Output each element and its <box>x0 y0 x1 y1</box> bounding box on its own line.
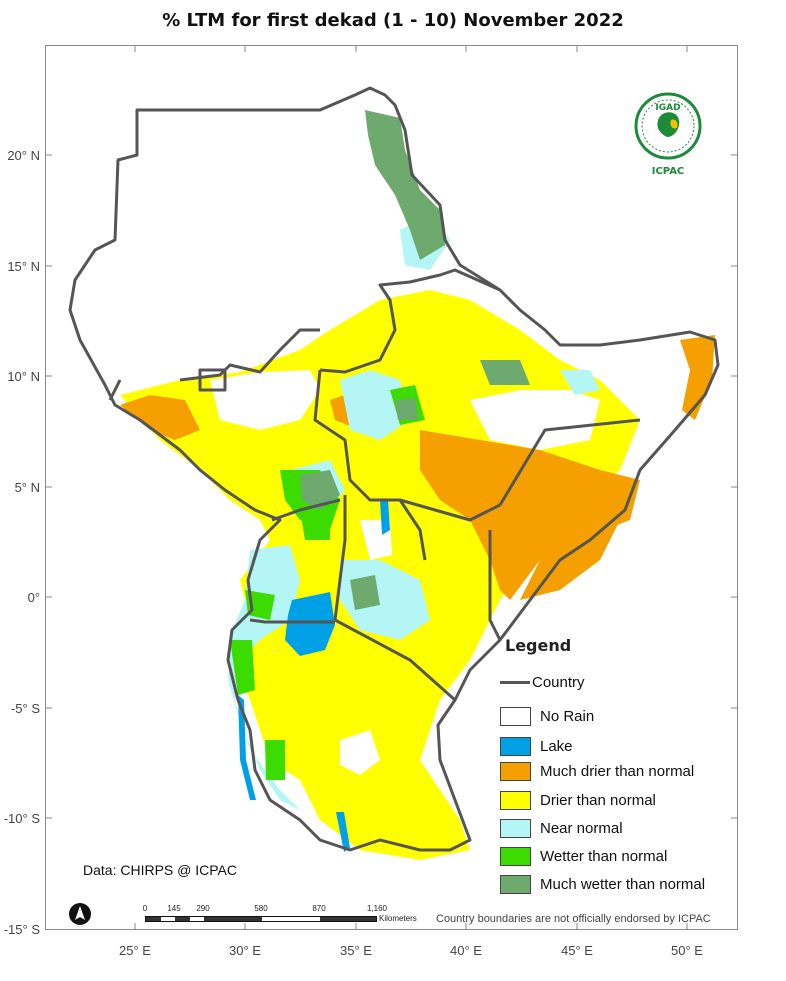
legend-item-much-wetter: Much wetter than normal <box>500 874 705 894</box>
lat-label-15s: -15° S <box>3 922 40 937</box>
scale-tick: 290 <box>196 904 210 913</box>
legend-label: Lake <box>540 737 573 755</box>
legend-country-label: Country <box>532 673 585 691</box>
scale-tick: 870 <box>312 904 326 913</box>
frame-ticks <box>45 45 738 930</box>
lake-area <box>238 500 390 852</box>
scale-tick: 0 <box>142 904 148 913</box>
north-arrow-icon <box>69 903 91 925</box>
data-credit: Data: CHIRPS @ ICPAC <box>83 862 237 878</box>
lat-label-0: 0° <box>27 590 40 605</box>
lat-label-10s: -10° S <box>3 811 40 826</box>
legend-item-drier: Drier than normal <box>500 790 656 810</box>
country-line-swatch <box>500 680 530 684</box>
legend-item-near-normal: Near normal <box>500 818 623 838</box>
lat-label-5s: -5° S <box>10 701 40 716</box>
legend-label: Much wetter than normal <box>540 875 706 893</box>
scale-bar-segments <box>145 916 377 922</box>
legend-item-much-drier: Much drier than normal <box>500 761 694 781</box>
legend-label: Wetter than normal <box>540 847 668 865</box>
legend-label: No Rain <box>540 707 595 725</box>
much-wetter-area <box>300 110 530 610</box>
lon-label-40e: 40° E <box>450 943 482 958</box>
scale-unit: Kilometers <box>379 914 417 923</box>
lat-label-15n: 15° N <box>7 259 40 274</box>
legend-item-wetter: Wetter than normal <box>500 846 667 866</box>
country-boundaries <box>68 86 720 852</box>
legend-swatch-much-drier <box>500 761 531 781</box>
lat-label-5n: 5° N <box>14 480 40 495</box>
lon-label-30e: 30° E <box>229 943 261 958</box>
legend-label: Much drier than normal <box>540 762 695 780</box>
legend-label: Near normal <box>540 819 623 837</box>
boundary-disclaimer: Country boundaries are not officially en… <box>436 913 711 925</box>
legend-swatch-no-rain <box>500 706 531 726</box>
legend-swatch-wetter <box>500 846 531 866</box>
legend-label: Drier than normal <box>540 791 656 809</box>
logo-top-text: IGAD <box>655 103 680 113</box>
legend-swatch-much-wetter <box>500 874 531 894</box>
scale-tick: 145 <box>167 904 181 913</box>
legend-item-lake: Lake <box>500 736 573 756</box>
scale-tick: 580 <box>254 904 268 913</box>
lon-label-25e: 25° E <box>119 943 151 958</box>
igad-icpac-logo: IGAD ICPAC <box>634 92 702 177</box>
lon-label-50e: 50° E <box>671 943 703 958</box>
legend-swatch-near-normal <box>500 818 531 838</box>
legend-country: Country <box>500 672 585 692</box>
logo-bottom-text: ICPAC <box>652 166 685 177</box>
scale-tick: 1,160 <box>366 904 388 913</box>
legend-swatch-drier <box>500 790 531 810</box>
legend-swatch-lake <box>500 736 531 756</box>
legend-item-no-rain: No Rain <box>500 706 594 726</box>
legend-title: Legend <box>505 636 572 655</box>
lat-label-10n: 10° N <box>7 369 40 384</box>
lon-label-35e: 35° E <box>340 943 372 958</box>
map-title: % LTM for first dekad (1 - 10) November … <box>162 10 624 31</box>
lat-label-20n: 20° N <box>7 148 40 163</box>
lon-label-45e: 45° E <box>561 943 593 958</box>
